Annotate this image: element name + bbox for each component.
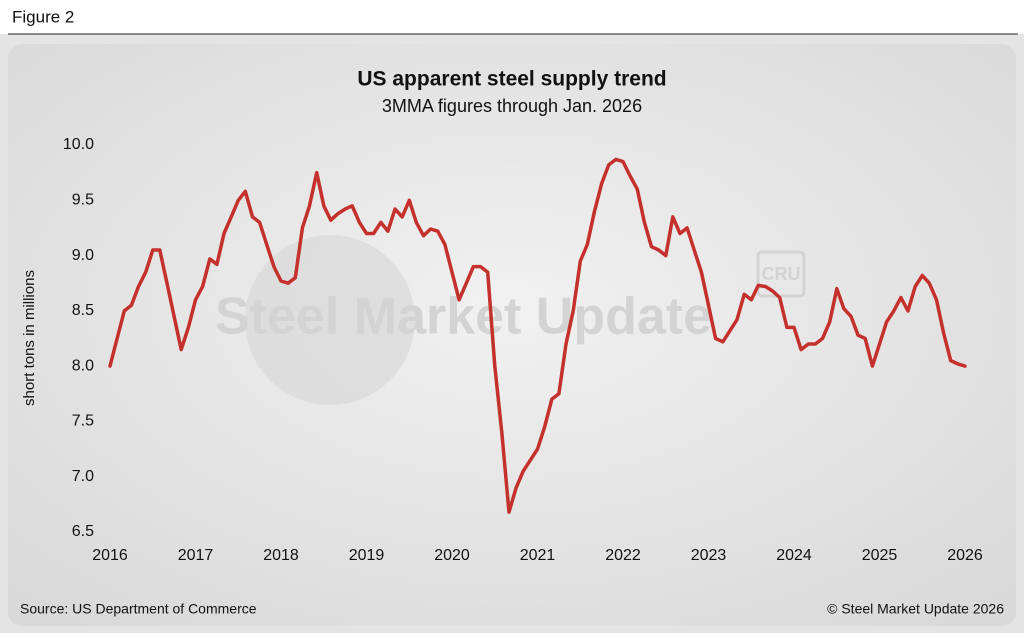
y-tick-label: 9.0 xyxy=(72,247,94,264)
y-tick-label: 8.0 xyxy=(72,357,94,374)
x-tick-label: 2021 xyxy=(520,547,556,564)
x-tick-label: 2019 xyxy=(349,547,385,564)
chart-subtitle: 3MMA figures through Jan. 2026 xyxy=(382,96,642,116)
y-axis-label: short tons in millions xyxy=(21,270,38,406)
x-tick-label: 2024 xyxy=(776,547,812,564)
chart-title: US apparent steel supply trend xyxy=(357,68,666,91)
y-tick-label: 7.5 xyxy=(72,413,94,430)
x-tick-label: 2023 xyxy=(691,547,727,564)
y-tick-label: 7.0 xyxy=(72,468,94,485)
x-tick-label: 2022 xyxy=(605,547,641,564)
source: Source: US Department of Commerce xyxy=(20,601,257,617)
y-tick-label: 8.5 xyxy=(72,302,94,319)
watermark-logo: CRU xyxy=(762,264,801,284)
x-tick-label: 2020 xyxy=(434,547,470,564)
chart-panel xyxy=(8,44,1016,626)
x-tick-label: 2017 xyxy=(178,547,214,564)
y-tick-label: 9.5 xyxy=(72,192,94,209)
data-line xyxy=(108,157,967,514)
header-band xyxy=(0,0,1024,34)
watermark-circle xyxy=(245,235,415,405)
x-tick-label: 2026 xyxy=(947,547,983,564)
y-tick-label: 6.5 xyxy=(72,523,94,540)
figure-label: Figure 2 xyxy=(12,7,74,26)
watermark-logo-box xyxy=(756,250,806,298)
copyright: © Steel Market Update 2026 xyxy=(827,601,1004,617)
x-tick-label: 2018 xyxy=(263,547,299,564)
x-tick-label: 2025 xyxy=(862,547,898,564)
watermark: Steel Market Update xyxy=(215,288,712,346)
y-tick-label: 10.0 xyxy=(63,136,94,153)
x-tick-label: 2016 xyxy=(92,547,128,564)
